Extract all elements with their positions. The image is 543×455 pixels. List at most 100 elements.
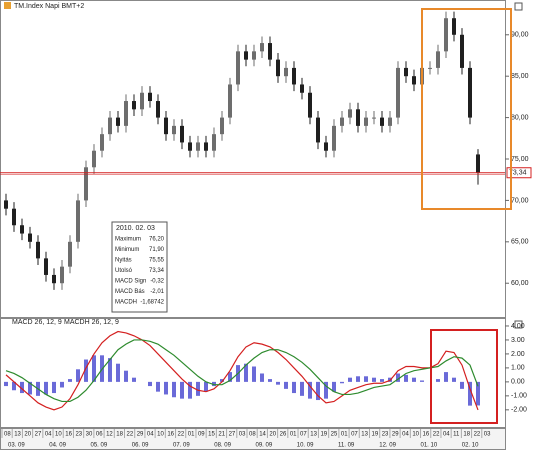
y-tick-label: 4.00 [511, 323, 525, 330]
y-tick-label: 65,00 [511, 239, 529, 246]
histogram-bar [204, 381, 208, 392]
candle-body [324, 142, 328, 151]
candle-body [132, 101, 136, 110]
histogram-bar [476, 381, 480, 406]
histogram-bar [340, 381, 344, 384]
candle-body [292, 67, 296, 85]
histogram-bar [300, 381, 304, 396]
info-label: MACDH [115, 300, 137, 306]
candle-body [204, 142, 208, 151]
candle-body [428, 67, 432, 69]
month-label: 03. 09 [8, 443, 25, 449]
macd-title: MACD 26, 12, 9 [12, 319, 62, 326]
day-label: 06 [96, 432, 103, 438]
day-label: 20 [24, 432, 31, 438]
day-label: 22 [433, 432, 440, 438]
histogram-bar [380, 379, 384, 382]
day-label: 16 [423, 432, 430, 438]
histogram-bar [252, 366, 256, 382]
candle-body [236, 51, 240, 85]
candle-body [28, 233, 32, 242]
day-label: 10 [412, 432, 419, 438]
histogram-bar [172, 381, 176, 398]
candle-body [284, 67, 288, 77]
candle-body [212, 134, 216, 151]
candle-body [148, 92, 152, 102]
day-label: 22 [127, 432, 134, 438]
histogram-bar [292, 381, 296, 394]
month-label: 01. 10 [421, 443, 438, 449]
histogram-bar [12, 381, 16, 391]
day-label: 09 [198, 432, 205, 438]
candle-body [52, 274, 56, 284]
day-label: 07 [300, 432, 307, 438]
day-label: 01 [290, 432, 297, 438]
window-button[interactable] [514, 2, 523, 11]
histogram-bar [148, 381, 152, 387]
candle-body [196, 142, 200, 151]
histogram-bar [460, 381, 464, 389]
day-label: 29 [137, 432, 144, 438]
info-label: Minimum [115, 247, 139, 253]
histogram-bar [468, 381, 472, 406]
candle-body [252, 51, 256, 60]
candle-body [220, 117, 224, 135]
histogram-bar [220, 379, 224, 382]
y-tick-label: 2.00 [511, 351, 525, 358]
histogram-bar [284, 381, 288, 389]
candle-body [108, 117, 112, 135]
y-tick-label: 0.00 [511, 379, 525, 386]
highlight-box [430, 329, 498, 424]
histogram-bar [108, 358, 112, 382]
histogram-bar [132, 377, 136, 382]
day-label: 20 [269, 432, 276, 438]
day-label: 16 [65, 432, 72, 438]
info-label: MACD Sign [115, 279, 146, 285]
candle-body [76, 200, 80, 242]
day-label: 27 [35, 432, 42, 438]
candle-body [308, 92, 312, 118]
month-label: 04. 09 [49, 443, 66, 449]
month-label: 11. 09 [338, 443, 355, 449]
histogram-bar [268, 379, 272, 382]
histogram-bar [84, 359, 88, 382]
month-label: 06. 09 [132, 443, 149, 449]
day-label: 26 [280, 432, 287, 438]
histogram-bar [396, 373, 400, 382]
candle-body [380, 117, 384, 126]
candle-body [140, 92, 144, 110]
histogram-bar [116, 363, 120, 382]
day-label: 04 [443, 432, 450, 438]
day-label: 13 [14, 432, 21, 438]
histogram-bar [20, 381, 24, 394]
day-label: 19 [372, 432, 379, 438]
histogram-bar [364, 376, 368, 382]
day-label: 01 [341, 432, 348, 438]
macd-panel [0, 318, 506, 428]
info-value: -1,68742 [140, 300, 164, 306]
day-label: 22 [474, 432, 481, 438]
day-label: 08 [4, 432, 11, 438]
candle-body [180, 125, 184, 143]
histogram-bar [412, 377, 416, 382]
candle-body [340, 117, 344, 126]
candle-body [276, 59, 280, 77]
histogram-bar [436, 379, 440, 382]
info-value: -0,32 [150, 279, 164, 285]
candle-body [228, 84, 232, 118]
candle-body [116, 117, 120, 126]
candle-body [84, 167, 88, 201]
candle-body [460, 34, 464, 68]
icon [4, 2, 11, 9]
window-button[interactable] [514, 320, 523, 329]
y-tick-label: -2.00 [511, 407, 527, 414]
macd-line [5, 339, 479, 403]
chart-title: TM.Index Napi BMT+2 [14, 3, 84, 10]
info-value: 76,20 [149, 237, 165, 243]
candle-body [68, 241, 72, 267]
histogram-bar [244, 363, 248, 382]
info-value: 71,90 [149, 247, 165, 253]
y-tick-label: 3.00 [511, 337, 525, 344]
candle-body [188, 142, 192, 151]
